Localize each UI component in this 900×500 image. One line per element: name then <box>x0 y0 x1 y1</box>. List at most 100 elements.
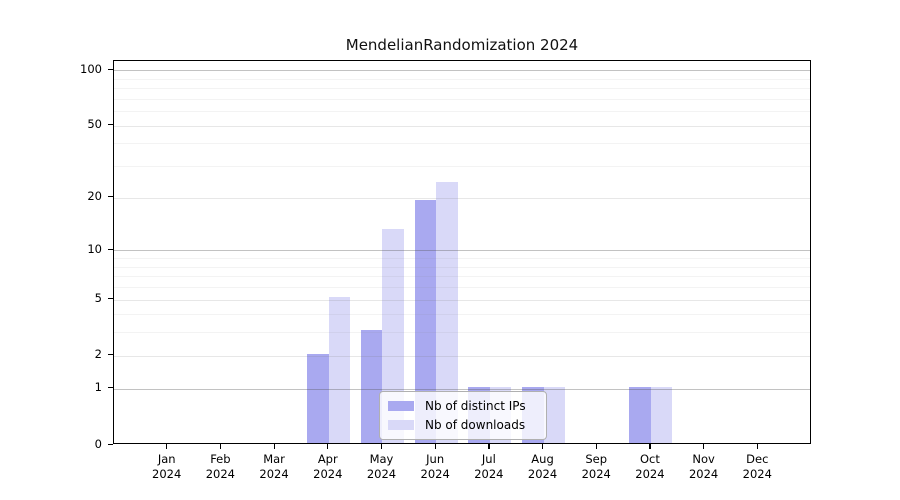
legend-swatch-downloads <box>388 420 414 430</box>
bar-jun-distinct-ips <box>414 199 437 443</box>
x-tick-month-nov: Nov <box>692 452 715 466</box>
x-tick-month-jan: Jan <box>157 452 176 466</box>
x-tick-year-nov: 2024 <box>688 467 719 481</box>
y-tick-label-5: 5 <box>94 290 102 305</box>
x-tick-mark-jan <box>166 444 168 449</box>
x-tick-label-feb: Feb 2024 <box>190 452 250 482</box>
y-tick-label-2: 2 <box>94 347 102 362</box>
x-axis: Jan 2024 Feb 2024 Mar 2024 Apr 2024 May 2024 Jun 20… <box>113 444 811 494</box>
y-tick-mark-2 <box>108 354 113 356</box>
y-axis: 0 1 2 5 10 20 50 100 <box>0 60 113 451</box>
y-tick-label-100: 100 <box>80 61 102 76</box>
x-tick-label-may: May 2024 <box>351 452 411 482</box>
gridline-9 <box>114 258 810 259</box>
x-tick-mark-oct <box>649 444 651 449</box>
y-tick-label-1: 1 <box>94 380 102 395</box>
gridline-30 <box>114 166 810 168</box>
gridline-8 <box>114 266 810 268</box>
y-tick-label-20: 20 <box>87 189 102 204</box>
x-tick-label-jan: Jan 2024 <box>137 452 197 482</box>
x-tick-label-jun: Jun 2024 <box>405 452 465 482</box>
plot-area: Nb of distinct IPs Nb of downloads <box>113 60 811 444</box>
x-tick-label-jul: Jul 2024 <box>459 452 519 482</box>
bar-jun-downloads <box>436 181 458 443</box>
legend-label-downloads: Nb of downloads <box>425 418 526 432</box>
legend-item-distinct-ips: Nb of distinct IPs <box>388 399 538 413</box>
x-tick-year-sep: 2024 <box>581 467 611 481</box>
legend-swatch-distinct-ips <box>388 401 414 411</box>
bar-apr-downloads <box>328 297 351 443</box>
y-tick-mark-5 <box>108 297 113 300</box>
x-tick-mark-jun <box>434 444 436 449</box>
x-tick-year-mar: 2024 <box>259 467 289 481</box>
x-tick-month-feb: Feb <box>210 452 231 466</box>
x-tick-mark-apr <box>327 444 329 449</box>
x-tick-mark-aug <box>542 444 544 449</box>
y-tick-mark-0 <box>108 443 113 445</box>
x-tick-year-oct: 2024 <box>635 467 665 481</box>
x-tick-mark-nov <box>703 444 705 449</box>
chart-title: MendelianRandomization 2024 <box>345 36 579 54</box>
x-tick-month-apr: Apr <box>317 452 338 466</box>
y-tick-mark-50 <box>108 124 113 126</box>
x-tick-month-aug: Aug <box>531 452 554 466</box>
gridline-20 <box>114 197 810 199</box>
x-tick-mark-dec <box>756 444 758 449</box>
x-tick-mark-feb <box>219 444 222 449</box>
y-tick-label-10: 10 <box>87 241 102 256</box>
x-tick-month-oct: Oct <box>639 452 660 466</box>
bar-may-downloads <box>382 228 404 443</box>
x-tick-month-mar: Mar <box>263 452 285 466</box>
x-tick-month-sep: Sep <box>585 452 608 466</box>
gridline-5 <box>114 299 810 301</box>
bar-oct-distinct-ips <box>629 386 651 443</box>
x-tick-year-aug: 2024 <box>527 467 558 481</box>
x-tick-year-may: 2024 <box>366 467 397 481</box>
gridline-70 <box>114 98 810 100</box>
bar-apr-distinct-ips <box>307 353 329 443</box>
y-tick-mark-20 <box>108 196 113 198</box>
x-tick-mark-jul <box>488 444 490 449</box>
x-tick-month-jul: Jul <box>481 452 496 466</box>
x-tick-year-apr: 2024 <box>313 467 343 481</box>
x-tick-mark-mar <box>273 444 275 449</box>
y-tick-label-0: 0 <box>94 436 102 451</box>
gridline-7 <box>114 276 810 278</box>
legend: Nb of distinct IPs Nb of downloads <box>379 391 547 440</box>
gridline-50 <box>114 125 810 127</box>
gridline-100 <box>114 70 810 72</box>
x-tick-year-jun: 2024 <box>420 467 450 481</box>
x-tick-year-jan: 2024 <box>152 467 182 481</box>
x-tick-label-apr: Apr 2024 <box>298 452 358 482</box>
legend-item-downloads: Nb of downloads <box>388 418 538 432</box>
x-tick-label-nov: Nov 2024 <box>674 452 734 482</box>
gridline-6 <box>114 286 810 288</box>
gridline-1 <box>114 388 810 390</box>
x-tick-year-feb: 2024 <box>205 467 236 481</box>
gridline-10 <box>114 250 810 252</box>
x-tick-month-jun: Jun <box>426 452 445 466</box>
bar-may-distinct-ips <box>360 330 383 443</box>
y-tick-mark-1 <box>108 387 113 389</box>
x-tick-year-jul: 2024 <box>474 467 504 481</box>
x-tick-mark-may <box>380 444 383 449</box>
x-tick-month-dec: Dec <box>746 452 769 466</box>
x-tick-month-may: May <box>369 452 394 466</box>
y-tick-label-50: 50 <box>87 117 102 132</box>
gridline-90 <box>114 78 810 80</box>
gridline-40 <box>114 143 810 145</box>
bar-aug-downloads <box>543 386 565 443</box>
x-tick-label-oct: Oct 2024 <box>620 452 680 482</box>
gridline-4 <box>114 314 810 316</box>
y-tick-mark-10 <box>108 248 113 250</box>
x-tick-label-sep: Sep 2024 <box>566 452 626 482</box>
legend-label-distinct-ips: Nb of distinct IPs <box>425 399 526 413</box>
x-tick-mark-sep <box>595 444 597 449</box>
x-tick-label-aug: Aug 2024 <box>513 452 573 482</box>
x-tick-label-dec: Dec 2024 <box>727 452 787 482</box>
gridline-3 <box>114 332 810 334</box>
gridline-2 <box>114 355 810 357</box>
bar-oct-downloads <box>650 386 673 443</box>
x-tick-label-mar: Mar 2024 <box>244 452 304 482</box>
